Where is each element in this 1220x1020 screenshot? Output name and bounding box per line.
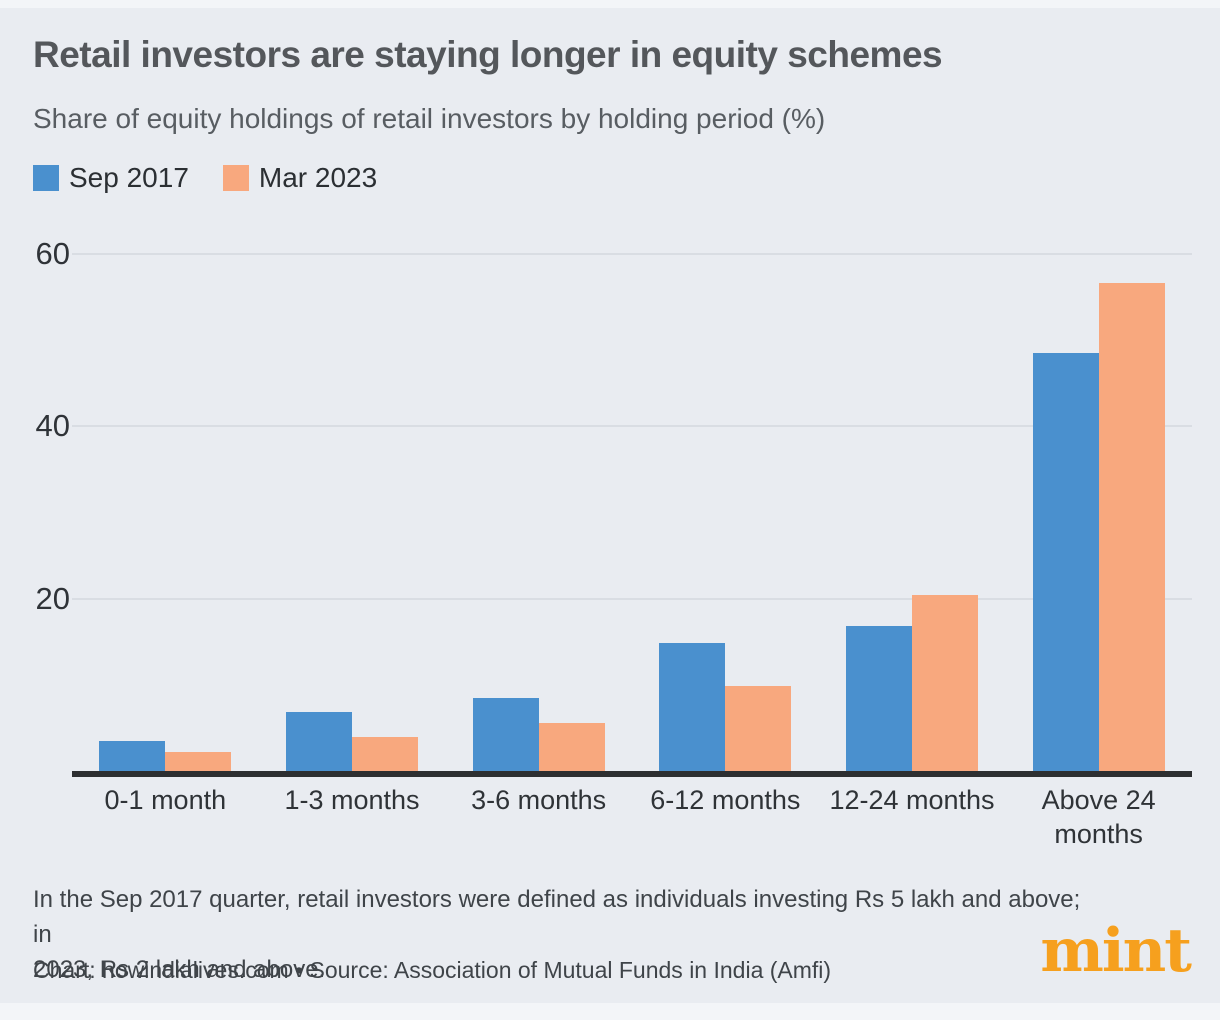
bar-mar-2023-3 <box>538 722 605 771</box>
footnote-line-1: In the Sep 2017 quarter, retail investor… <box>33 886 1081 948</box>
x-axis-label-6: Above 24 months <box>1041 785 1156 849</box>
gridline-40 <box>72 425 1192 428</box>
bar-mar-2023-1 <box>165 752 232 771</box>
legend: Sep 2017 Mar 2023 <box>33 162 401 194</box>
x-axis-label-5: 12-24 months <box>829 785 995 815</box>
top-edge-strip <box>0 0 1220 8</box>
bar-mar-2023-4 <box>725 685 792 771</box>
legend-label-mar-2023: Mar 2023 <box>258 162 378 193</box>
gridline-60 <box>72 253 1192 255</box>
chart-title: Retail investors are staying longer in e… <box>33 34 943 75</box>
bar-mar-2023-6 <box>1098 283 1165 771</box>
x-axis-label-4: 6-12 months <box>650 785 801 815</box>
bar-sep-2017-1 <box>99 740 166 771</box>
x-axis-label-1: 0-1 month <box>104 785 227 815</box>
legend-label-sep-2017: Sep 2017 <box>69 162 189 193</box>
bar-sep-2017-6 <box>1032 353 1099 771</box>
footnote: In the Sep 2017 quarter, retail investor… <box>33 882 1083 987</box>
bar-sep-2017-5 <box>846 626 912 771</box>
legend-swatch-mar-2023 <box>222 165 249 191</box>
gridline-20 <box>72 597 1192 600</box>
x-axis-label-3: 3-6 months <box>471 785 607 815</box>
source-line: Chart: howindialives.com • Source: Assoc… <box>33 957 832 983</box>
mint-logo: mint <box>1040 916 1192 986</box>
chart-subtitle: Share of equity holdings of retail inves… <box>33 103 826 134</box>
legend-swatch-sep-2017 <box>33 165 59 191</box>
y-tick-label-40: 40 <box>35 408 70 444</box>
bottom-edge-strip <box>0 1003 1220 1020</box>
y-tick-label-20: 20 <box>35 580 70 616</box>
bar-sep-2017-2 <box>286 712 352 771</box>
bar-mar-2023-5 <box>912 595 978 771</box>
bar-sep-2017-4 <box>659 642 726 771</box>
x-axis-label-2: 1-3 months <box>284 785 420 815</box>
x-axis-baseline <box>72 771 1192 777</box>
bar-mar-2023-2 <box>352 737 418 771</box>
bar-sep-2017-3 <box>472 697 539 771</box>
y-tick-label-60: 60 <box>35 236 70 271</box>
footnote-line-2: 2023, Rs 2 lakh and above. <box>33 956 326 983</box>
